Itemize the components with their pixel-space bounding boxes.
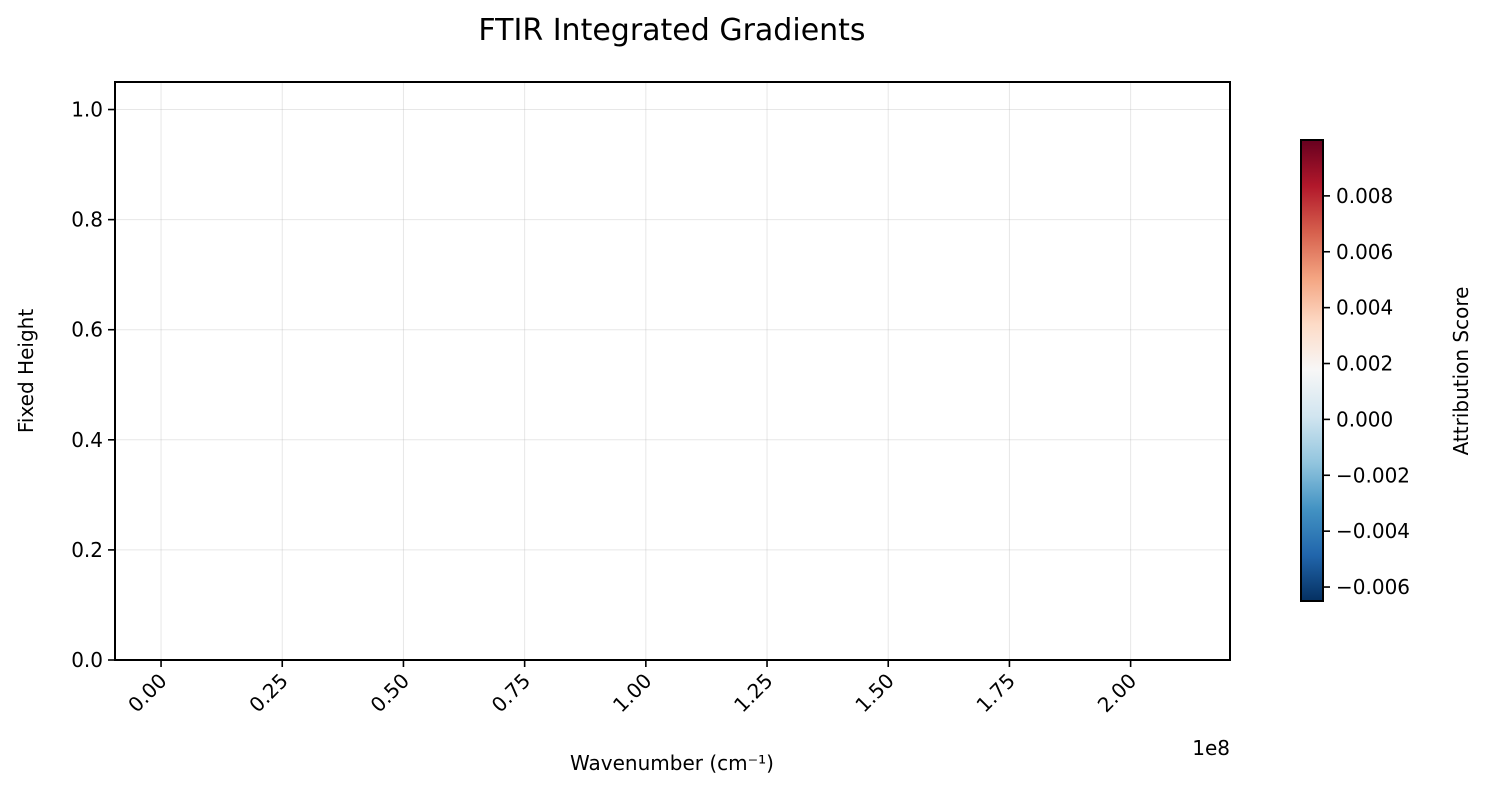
x-tick-label-4: 1.00 (608, 669, 656, 717)
colorbar-tick-label-5: 0.004 (1336, 296, 1393, 320)
colorbar-tick-label-7: 0.008 (1336, 184, 1393, 208)
colorbar-frame (1300, 139, 1324, 602)
colorbar-gradient (1301, 140, 1323, 601)
colorbar-tick-label-4: 0.002 (1336, 352, 1393, 376)
plot-frame (114, 81, 1231, 661)
y-tick-label-4: 0.8 (71, 208, 103, 232)
plot-area: 0.00 0.25 0.50 0.75 1.00 1.25 1.50 1.75 2.00 0.0 0… (71, 81, 1231, 717)
colorbar-tick-label-3: 0.000 (1336, 407, 1393, 431)
x-tick-label-3: 0.75 (487, 669, 535, 717)
x-tick-label-1: 0.25 (244, 669, 292, 717)
colorbar: −0.006 −0.004 −0.002 0.000 0.002 0.004 0.006 0.… (1300, 139, 1410, 602)
x-tick-label-2: 0.50 (366, 669, 414, 717)
chart-title: FTIR Integrated Gradients (478, 13, 865, 48)
y-axis-label: Fixed Height (14, 309, 38, 433)
colorbar-tick-label-6: 0.006 (1336, 240, 1393, 264)
x-tick-label-8: 2.00 (1093, 669, 1141, 717)
x-tick-label-0: 0.00 (123, 669, 171, 717)
y-tick-label-5: 1.0 (71, 98, 103, 122)
colorbar-tick-label-2: −0.002 (1336, 463, 1410, 487)
x-tick-label-6: 1.50 (850, 669, 898, 717)
y-tick-label-1: 0.2 (71, 538, 103, 562)
x-tick-label-5: 1.25 (729, 669, 777, 717)
colorbar-label: Attribution Score (1449, 287, 1473, 456)
y-tick-label-3: 0.6 (71, 318, 103, 342)
y-tick-label-0: 0.0 (71, 648, 103, 672)
y-tick-label-2: 0.4 (71, 428, 103, 452)
x-axis-label: Wavenumber (cm⁻¹) (570, 751, 774, 775)
x-tick-label-7: 1.75 (972, 669, 1020, 717)
x-offset-text: 1e8 (1192, 736, 1230, 760)
colorbar-tick-label-0: −0.006 (1336, 575, 1410, 599)
colorbar-tick-label-1: −0.004 (1336, 519, 1410, 543)
